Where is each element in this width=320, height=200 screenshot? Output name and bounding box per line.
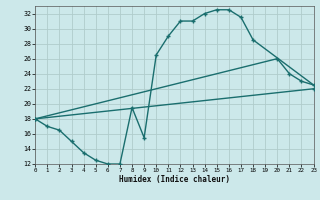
X-axis label: Humidex (Indice chaleur): Humidex (Indice chaleur): [119, 175, 230, 184]
